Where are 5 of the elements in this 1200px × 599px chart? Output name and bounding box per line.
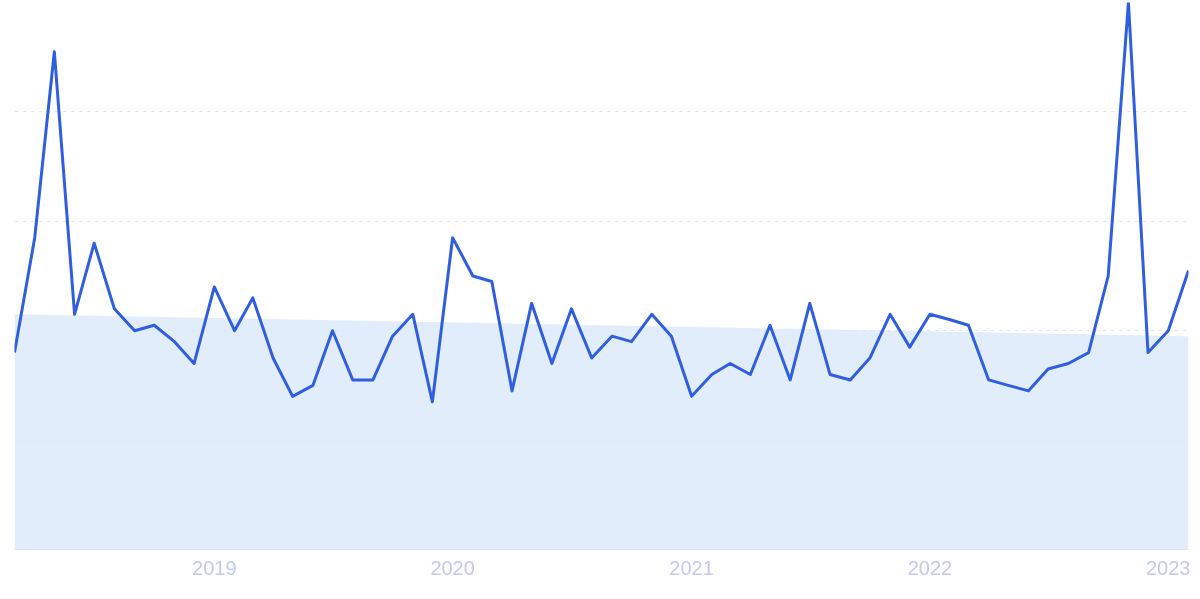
x-tick-label: 2023 [1146, 556, 1191, 579]
x-tick-label: 2020 [430, 556, 475, 579]
x-tick-label: 2022 [907, 556, 953, 579]
x-tick-label: 2021 [669, 556, 714, 579]
x-tick-label: 2019 [192, 556, 237, 579]
